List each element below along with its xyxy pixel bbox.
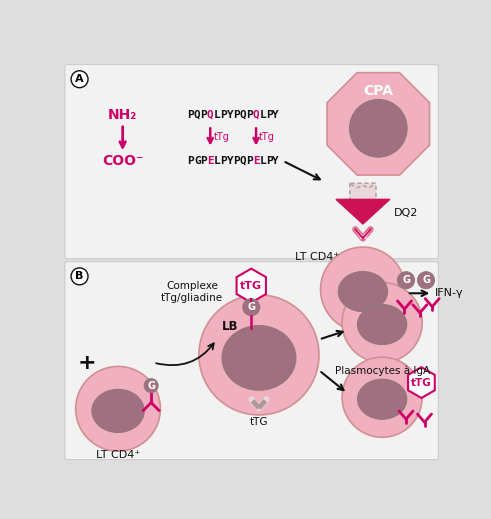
Text: Q: Q [253,110,260,120]
Ellipse shape [222,325,296,390]
Text: Q: Q [240,110,246,120]
Ellipse shape [92,389,144,432]
Text: NH₂: NH₂ [108,107,137,121]
Text: Y: Y [227,110,233,120]
Text: E: E [253,156,260,166]
Text: Q: Q [240,156,246,166]
Text: Q: Q [207,110,214,120]
Text: P: P [266,110,273,120]
Text: G: G [422,275,430,285]
Text: P: P [200,156,207,166]
Text: B: B [75,271,84,281]
Circle shape [243,298,260,316]
Circle shape [342,282,422,363]
Text: COO⁻: COO⁻ [102,154,143,168]
Text: Complexe
tTg/gliadine: Complexe tTg/gliadine [161,281,223,303]
Text: P: P [266,156,273,166]
Circle shape [321,247,405,332]
Text: L: L [214,156,220,166]
Text: P: P [233,110,240,120]
Circle shape [71,268,88,285]
FancyBboxPatch shape [65,64,438,258]
Circle shape [342,357,422,438]
Text: P: P [188,110,194,120]
Circle shape [398,272,414,289]
Text: Y: Y [273,110,279,120]
Text: G: G [402,275,410,285]
Text: Q: Q [194,110,201,120]
Text: P: P [220,110,227,120]
Polygon shape [237,269,266,303]
Text: G: G [147,380,155,391]
Text: P: P [246,156,253,166]
Ellipse shape [338,271,387,311]
Text: Y: Y [227,156,233,166]
Text: P: P [188,156,194,166]
Text: tTG: tTG [240,281,262,291]
Text: +: + [78,352,97,373]
Text: G: G [247,302,255,312]
Text: P: P [220,156,227,166]
Text: G: G [194,156,201,166]
Text: tTG: tTG [411,378,432,388]
Text: tTG: tTG [250,417,268,427]
Text: P: P [246,110,253,120]
Circle shape [350,100,407,157]
Text: P: P [233,156,240,166]
FancyBboxPatch shape [65,262,438,460]
Polygon shape [408,367,435,398]
Text: L: L [214,110,220,120]
Text: A: A [75,74,84,84]
Text: Y: Y [273,156,279,166]
Text: Plasmocytes à IgA: Plasmocytes à IgA [334,365,430,376]
Text: DQ2: DQ2 [394,208,418,218]
Polygon shape [327,73,430,175]
Text: tTg: tTg [213,132,229,142]
Text: LT CD4⁺: LT CD4⁺ [295,252,339,262]
Circle shape [144,379,158,392]
FancyArrowPatch shape [156,344,214,365]
Ellipse shape [357,305,407,345]
Text: IFN-γ: IFN-γ [435,288,463,298]
Text: P: P [200,110,207,120]
Text: tTg: tTg [259,132,275,142]
Circle shape [199,295,319,415]
Text: LB: LB [222,320,239,333]
Text: L: L [259,110,266,120]
Circle shape [71,71,88,88]
Text: CPA: CPA [363,84,393,98]
Text: LT CD4⁺: LT CD4⁺ [96,450,140,460]
FancyBboxPatch shape [350,183,376,202]
Text: L: L [259,156,266,166]
Polygon shape [336,199,390,224]
Circle shape [76,366,161,451]
Circle shape [417,272,435,289]
Ellipse shape [357,379,407,419]
Text: E: E [207,156,214,166]
